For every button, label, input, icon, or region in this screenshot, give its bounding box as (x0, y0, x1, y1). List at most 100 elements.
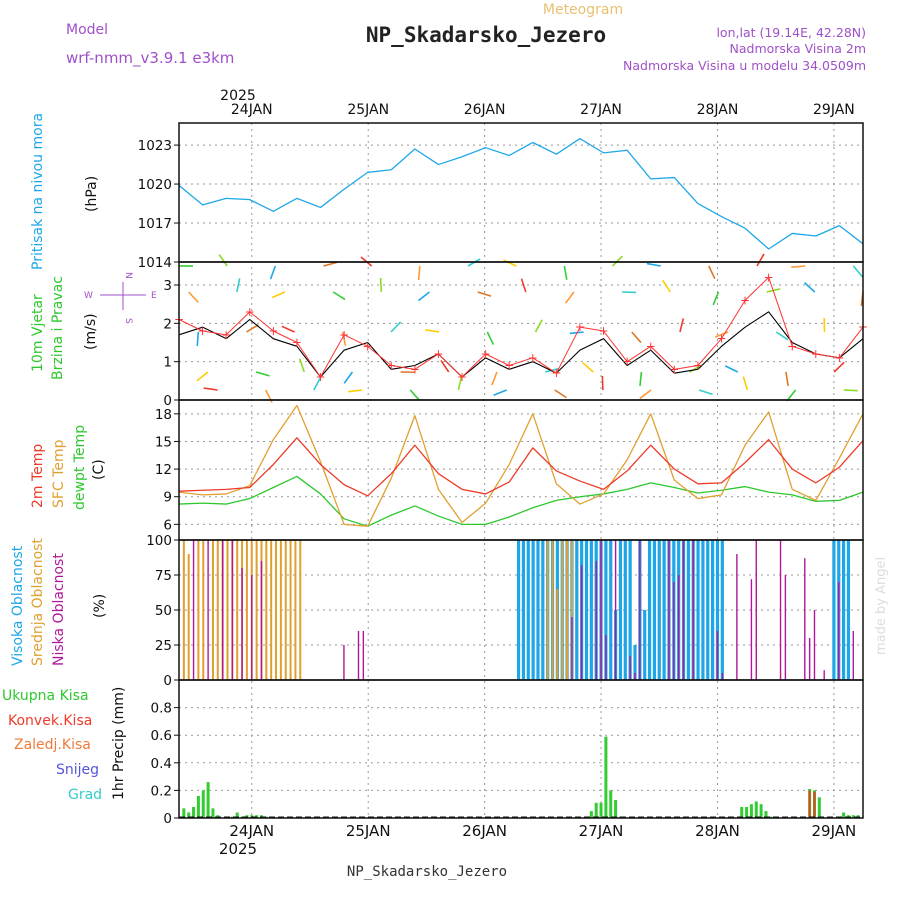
compass-n: N (123, 272, 133, 279)
precip-tick-label: 0.4 (151, 756, 172, 772)
temp-tick-label: 18 (155, 407, 172, 423)
cloud-bar (652, 540, 657, 680)
wind-arrow (218, 254, 228, 267)
wind-arrow (564, 291, 575, 304)
wind-arrow (246, 324, 259, 333)
cloud-tick-label: 50 (155, 603, 172, 619)
cloud-bar (715, 540, 720, 680)
precip-bar (842, 812, 846, 818)
wind-arrow (323, 261, 338, 267)
wind-arrow (196, 331, 200, 347)
cloud-bar (852, 631, 854, 680)
wind-arrow (786, 389, 797, 402)
wind-arrow (390, 321, 402, 333)
cloud-bar (841, 540, 846, 680)
precip-bar (211, 808, 215, 818)
cloud-bar (623, 540, 627, 680)
wind-mean-line (178, 311, 864, 378)
top-day-labels: 24JAN 25JAN 26JAN 27JAN 28JAN 29JAN (231, 102, 855, 118)
wind-tick-label: 1 (163, 355, 172, 371)
precip-unit: 1hr Precip (mm) (111, 687, 127, 800)
bottom-day-label: 27JAN (579, 822, 624, 840)
wind-arrow (313, 377, 322, 391)
precip-bar (609, 790, 613, 818)
precip-bar (182, 808, 186, 818)
top-day-label: 27JAN (580, 102, 622, 118)
cloud-bar (516, 540, 521, 680)
temp-tick-label: 9 (163, 490, 172, 506)
cloud-bar (657, 540, 661, 680)
precip-bar (740, 806, 744, 818)
precip-bar (851, 815, 855, 818)
pressure-tick-label: 1023 (138, 138, 172, 154)
precip-bar (589, 811, 593, 818)
cloud-bar (634, 673, 636, 680)
wind-gust-marker: + (315, 370, 325, 384)
cloud-label-1: Visoka Oblacnost (10, 545, 26, 666)
wind-gust-marker: + (764, 270, 774, 284)
signature: made by Angel (874, 557, 889, 655)
precip-bar (192, 806, 196, 818)
wind-arrow (785, 371, 789, 386)
cloud-bar (686, 540, 690, 680)
model-altitude: Nadmorska Visina u modelu 34.0509m (623, 58, 866, 73)
panel-frames (174, 122, 864, 819)
precip-bar (206, 782, 210, 818)
cloud-bar (628, 540, 632, 680)
wind-gust-marker: + (410, 362, 420, 376)
wind-arrow (409, 389, 421, 401)
precip-legend-hail: Grad (68, 787, 102, 803)
compass-e: E (151, 291, 157, 301)
pressure-label: Pritisak na nivou mora (30, 113, 46, 270)
cloud-bar (750, 579, 753, 680)
wind-arrow (520, 278, 527, 293)
cloud-bar (289, 540, 292, 680)
cloud-bar (207, 540, 209, 680)
wind-arrow (271, 291, 286, 299)
wind-tick-label: 3 (163, 278, 172, 294)
cloud-bar (521, 540, 526, 680)
cloud-bar (255, 540, 258, 680)
cloud-bar (711, 540, 715, 680)
precip-tick-label: 0 (163, 811, 172, 827)
precip-legend-total: Ukupna Kisa (2, 688, 89, 704)
wind-arrow (236, 278, 241, 293)
precip-bar (196, 795, 200, 818)
altitude: Nadmorska Visina 2m (730, 41, 867, 56)
lonlat: lon,lat (19.14E, 42.28N) (716, 25, 866, 40)
precip-legend-frz: Zaledj.Kisa (14, 737, 91, 753)
precip-bar (235, 812, 239, 818)
cloud-bar (838, 582, 840, 680)
wind-arrow (425, 329, 440, 333)
wind-arrow (852, 265, 863, 278)
temp-label-2: SFC Temp (51, 439, 67, 508)
wind-label-1: 10m Vjetar (30, 294, 46, 372)
wind-gust-marker: + (528, 351, 538, 365)
cloud-bar (605, 635, 607, 680)
wind-arrow (417, 265, 421, 281)
cloud-bar (720, 540, 724, 680)
cloud-bar (668, 540, 670, 680)
temp-frame (178, 399, 864, 541)
cloud-bar (692, 540, 694, 680)
wind-arrow (714, 331, 729, 338)
pressure-tick-label: 1017 (138, 216, 172, 232)
pressure-tick-label: 1014 (138, 255, 172, 271)
footer-station: NP_Skadarsko_Jezero (347, 864, 507, 880)
cloud-bar (808, 638, 811, 680)
cloud-bar (779, 540, 782, 680)
precip-bar (764, 811, 768, 818)
precip-tick-label: 0.6 (151, 728, 172, 744)
sfc-temp-line (178, 404, 864, 527)
precip-tick-label: 0.2 (151, 783, 172, 799)
plot-layer: ++ ++++++++ ++++++++ ++++ ++++++ ++ (174, 137, 868, 818)
cloud-bar (566, 540, 569, 680)
cloud-bar (595, 561, 597, 680)
cloud-bar (609, 540, 613, 680)
precip-bar (614, 800, 618, 818)
wind-arrow (646, 262, 661, 267)
wind-gust-marker: + (433, 347, 443, 361)
precip-bar (808, 790, 811, 818)
cloud-bar (682, 540, 685, 680)
cloud-bar (571, 617, 573, 680)
